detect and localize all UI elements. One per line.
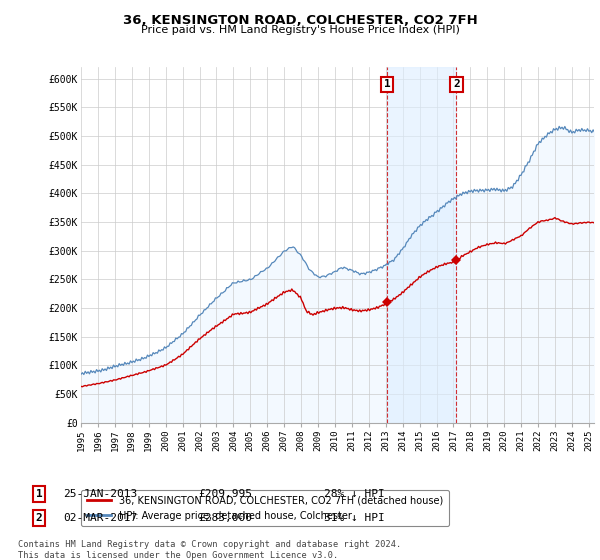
Text: 1: 1 <box>383 80 391 90</box>
Text: 1: 1 <box>35 489 43 499</box>
Text: 02-MAR-2017: 02-MAR-2017 <box>63 513 137 523</box>
Text: Price paid vs. HM Land Registry's House Price Index (HPI): Price paid vs. HM Land Registry's House … <box>140 25 460 35</box>
Text: 2: 2 <box>35 513 43 523</box>
Text: 36, KENSINGTON ROAD, COLCHESTER, CO2 7FH: 36, KENSINGTON ROAD, COLCHESTER, CO2 7FH <box>122 14 478 27</box>
Bar <box>387 67 457 423</box>
Text: 2: 2 <box>453 80 460 90</box>
Text: Contains HM Land Registry data © Crown copyright and database right 2024.
This d: Contains HM Land Registry data © Crown c… <box>18 540 401 560</box>
Text: 28% ↓ HPI: 28% ↓ HPI <box>324 489 385 499</box>
Text: £209,995: £209,995 <box>198 489 252 499</box>
Text: £283,000: £283,000 <box>198 513 252 523</box>
Text: 25-JAN-2013: 25-JAN-2013 <box>63 489 137 499</box>
Text: 31% ↓ HPI: 31% ↓ HPI <box>324 513 385 523</box>
Legend: 36, KENSINGTON ROAD, COLCHESTER, CO2 7FH (detached house), HPI: Average price, d: 36, KENSINGTON ROAD, COLCHESTER, CO2 7FH… <box>81 490 449 526</box>
